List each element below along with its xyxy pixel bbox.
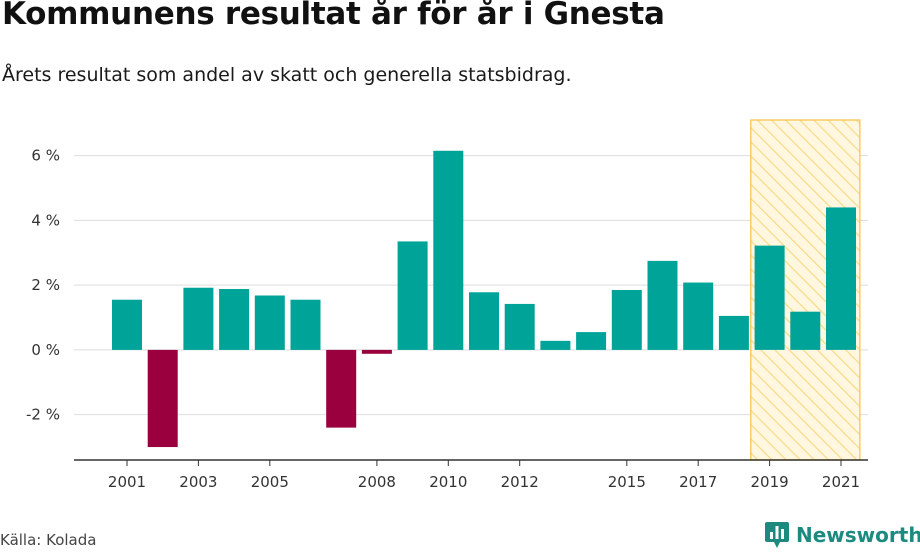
bar-2014 bbox=[576, 332, 607, 350]
brand-name: Newsworthy bbox=[796, 523, 920, 547]
bar-2018 bbox=[718, 315, 749, 350]
bar-2011 bbox=[469, 292, 499, 350]
bar-2002 bbox=[147, 349, 178, 448]
bar-2012 bbox=[504, 303, 535, 350]
y-tick-label: 2 % bbox=[31, 276, 60, 294]
bar-2017 bbox=[683, 282, 714, 350]
x-tick-label: 2010 bbox=[429, 473, 467, 491]
bar-2007 bbox=[326, 349, 357, 428]
newsworthy-logo-icon bbox=[765, 522, 789, 548]
y-tick-label: 4 % bbox=[31, 211, 60, 229]
bar-2005 bbox=[254, 295, 285, 350]
brand-logo: Newsworthy bbox=[764, 520, 920, 550]
x-tick-label: 2021 bbox=[822, 473, 860, 491]
bar-2008 bbox=[361, 349, 392, 354]
x-tick-label: 2015 bbox=[608, 473, 646, 491]
y-tick-label: -2 % bbox=[26, 406, 60, 424]
bar-2001 bbox=[112, 299, 142, 350]
x-tick-label: 2003 bbox=[179, 473, 217, 491]
bar-2015 bbox=[611, 290, 642, 350]
x-tick-label: 2001 bbox=[108, 473, 146, 491]
bar-2016 bbox=[647, 260, 678, 350]
bar-2010 bbox=[433, 150, 464, 350]
x-axis: 2001 2003 2005 2008 2010 2012 2015 2017 2019 2021 bbox=[74, 459, 868, 491]
y-tick-label: 0 % bbox=[31, 341, 60, 359]
x-tick-label: 2017 bbox=[679, 473, 717, 491]
bar-2009 bbox=[397, 241, 428, 350]
x-tick-label: 2019 bbox=[751, 473, 789, 491]
y-tick-label: 6 % bbox=[31, 147, 60, 165]
bar-2019 bbox=[754, 245, 785, 350]
bar-2013 bbox=[540, 340, 571, 350]
bar-2020 bbox=[790, 311, 821, 350]
bar-2021 bbox=[826, 207, 856, 350]
chart-subtitle: Årets resultat som andel av skatt och ge… bbox=[2, 64, 572, 86]
grid-lines bbox=[74, 155, 868, 416]
source-label: Källa: Kolada bbox=[0, 531, 97, 549]
x-tick-label: 2012 bbox=[501, 473, 539, 491]
bar-2003 bbox=[183, 287, 214, 350]
x-tick-label: 2005 bbox=[251, 473, 289, 491]
y-axis-labels: -2 % 0 % 2 % 4 % 6 % bbox=[26, 147, 60, 424]
bar-2006 bbox=[290, 299, 321, 350]
chart-title: Kommunens resultat år för år i Gnesta bbox=[2, 0, 665, 32]
bars bbox=[112, 150, 856, 448]
bar-2004 bbox=[219, 289, 250, 350]
x-tick-label: 2008 bbox=[358, 473, 396, 491]
